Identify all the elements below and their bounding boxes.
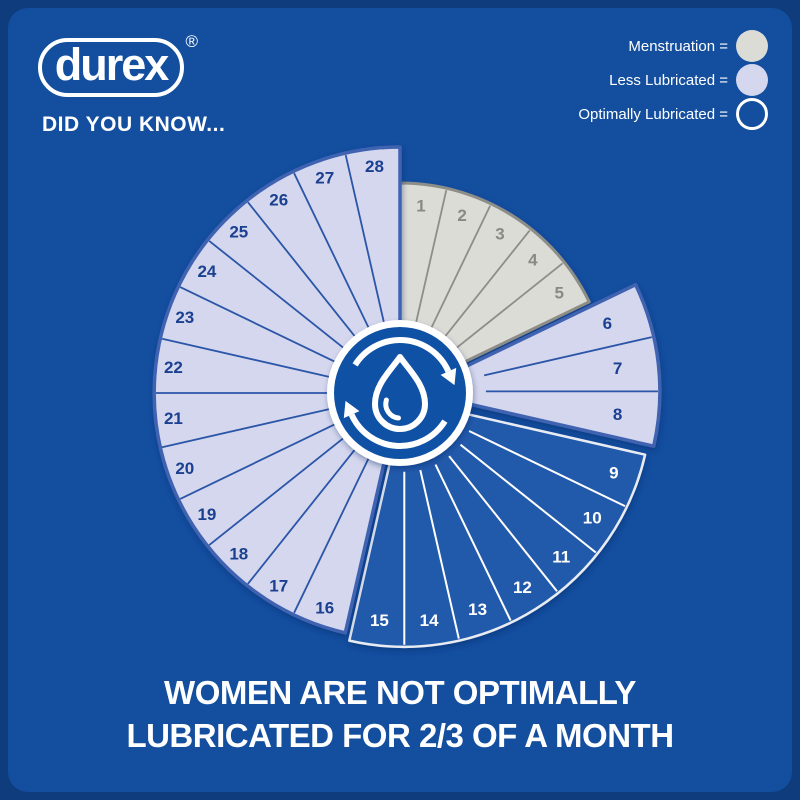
headline-line1: WOMEN ARE NOT OPTIMALLY <box>164 674 636 711</box>
legend-swatch-menstruation-icon <box>736 30 768 62</box>
day-label: 21 <box>164 409 183 428</box>
day-divider <box>455 262 564 349</box>
day-label: 14 <box>420 611 439 630</box>
cycle-wheel-chart: 1 234567891011121314151617181920212223242… <box>152 145 662 649</box>
day-divider <box>161 408 331 449</box>
legend-label: Menstruation = <box>628 37 728 55</box>
tagline: DID YOU KNOW... <box>42 113 226 136</box>
day-label: 6 <box>603 314 612 333</box>
day-label: 8 <box>613 405 622 424</box>
day-label: 7 <box>613 359 622 378</box>
legend-label: Less Lubricated = <box>609 71 728 89</box>
day-divider <box>208 437 345 546</box>
day-label: 28 <box>365 157 384 176</box>
day-label: 27 <box>315 168 334 187</box>
day-label: 15 <box>370 611 389 630</box>
day-label: 16 <box>315 599 334 618</box>
day-label: 11 <box>552 547 570 566</box>
day-divider <box>419 469 460 639</box>
cycle-arrowhead-top <box>440 367 457 386</box>
durex-logo: durex ® <box>38 32 198 97</box>
day-divider <box>161 337 331 378</box>
day-divider <box>430 205 492 329</box>
cycle-arrow-top <box>352 337 452 373</box>
phase-fan-less_lubricated: 16 17 18 19 20 21 22 23 24 25 26 27 28 <box>152 145 402 635</box>
day-divider <box>415 189 448 324</box>
day-label: 26 <box>269 190 288 209</box>
registered-mark-icon: ® <box>185 32 198 51</box>
phase-fan-less_lubricated: 6 7 8 <box>412 282 662 448</box>
day-label: 12 <box>513 578 532 597</box>
day-label: 9 <box>609 464 618 483</box>
day-divider <box>247 448 356 585</box>
day-label: 5 <box>554 284 563 303</box>
day-divider <box>344 154 385 324</box>
water-drop <box>372 354 428 432</box>
drop-highlight <box>383 397 401 421</box>
day-divider <box>247 201 356 338</box>
day-label: 2 <box>457 206 466 225</box>
day-label: 23 <box>175 308 194 327</box>
legend-swatch-optimal-icon <box>736 98 768 130</box>
headline-line2: LUBRICATED FOR 2/3 OF A MONTH <box>126 717 674 754</box>
day-divider <box>208 240 345 349</box>
day-divider <box>459 443 597 554</box>
legend: Menstruation = Less Lubricated = Optimally… <box>578 30 768 132</box>
legend-item-less: Less Lubricated = <box>578 64 768 96</box>
day-label: 17 <box>269 577 288 596</box>
day-divider <box>293 172 370 329</box>
day-label: 4 <box>528 251 538 270</box>
day-label: 18 <box>229 545 248 564</box>
day-label: 22 <box>164 358 183 377</box>
durex-logo-text: durex <box>54 39 170 90</box>
water-drop-cycle-icon <box>343 337 457 449</box>
poster-background: 1 2 3 4 5 6 7 8 9 10 11 12 13 14 15 16 17 18 19 20 21 22 23 24 2… <box>8 8 792 792</box>
day-label: 24 <box>197 262 216 281</box>
phase-wedge <box>412 282 662 448</box>
phase-wedge <box>152 145 402 635</box>
day-divider <box>179 423 336 500</box>
legend-item-menstruation: Menstruation = <box>578 30 768 62</box>
legend-swatch-less-icon <box>736 64 768 96</box>
day-divider <box>444 229 531 338</box>
legend-label: Optimally Lubricated = <box>578 105 728 123</box>
day-label: 10 <box>583 508 602 527</box>
headline: WOMEN ARE NOT OPTIMALLY LUBRICATED FOR 2… <box>8 671 792 757</box>
day-divider <box>293 457 370 614</box>
legend-item-optimal: Optimally Lubricated = <box>578 98 768 130</box>
day-label: 19 <box>197 505 216 524</box>
hub <box>327 320 473 466</box>
day-divider <box>483 336 653 377</box>
day-divider <box>468 430 626 508</box>
day-divider <box>434 464 512 621</box>
day-label: 3 <box>495 224 504 243</box>
day-divider <box>179 286 336 363</box>
cycle-arrowhead-bottom <box>343 400 360 419</box>
cycle-arrow-bottom <box>348 413 448 449</box>
day-label: 1 <box>416 197 425 216</box>
day-divider <box>448 455 558 592</box>
day-label: 20 <box>175 459 194 478</box>
hub-circle <box>334 327 466 459</box>
day-label: 13 <box>468 600 487 619</box>
day-label: 25 <box>229 222 248 241</box>
